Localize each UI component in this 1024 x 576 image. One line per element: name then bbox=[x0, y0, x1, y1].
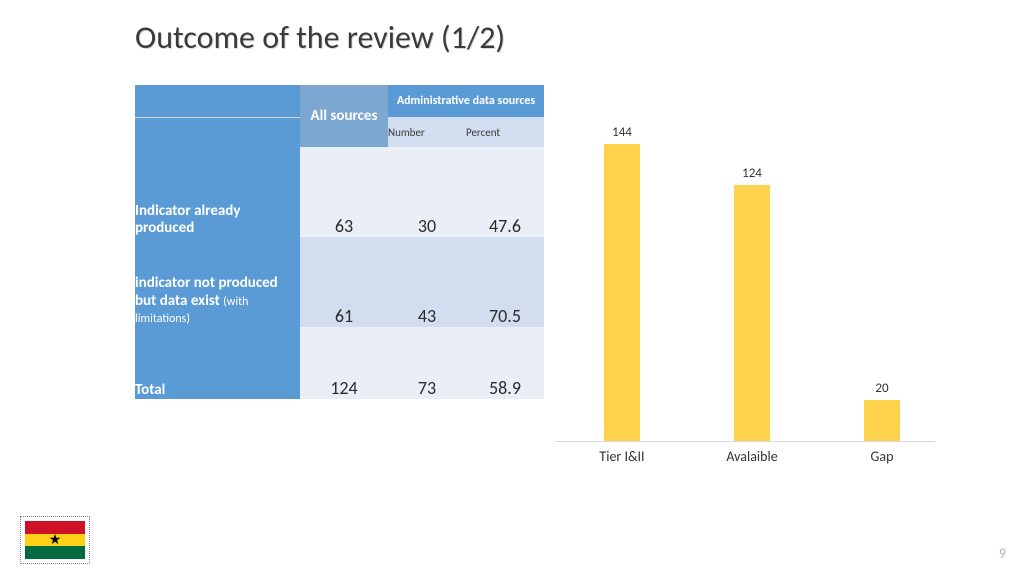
chart-value-label: 20 bbox=[852, 381, 912, 396]
chart-category-label: Avalaible bbox=[692, 448, 812, 465]
cell-num: 73 bbox=[388, 327, 466, 399]
chart-bar bbox=[604, 144, 640, 441]
cell-all: 124 bbox=[300, 327, 388, 399]
cell-num: 43 bbox=[388, 237, 466, 327]
row-label-main: indicator not produced but data exist bbox=[135, 274, 278, 309]
page-number: 9 bbox=[999, 545, 1006, 562]
row-label-main: Total bbox=[135, 381, 165, 399]
review-table: All sources Administrative data sources … bbox=[135, 85, 544, 399]
cell-num: 30 bbox=[388, 147, 466, 237]
hdr-all-sources: All sources bbox=[300, 85, 388, 147]
page-title: Outcome of the review (1/2) bbox=[135, 18, 505, 57]
hdr-blank bbox=[135, 85, 300, 117]
chart-plot-area: 144 124 20 bbox=[555, 112, 935, 442]
cell-pct: 58.9 bbox=[466, 327, 544, 399]
cell-all: 63 bbox=[300, 147, 388, 237]
table-row: indicator not produced but data exist (w… bbox=[135, 237, 544, 327]
chart-value-label: 144 bbox=[592, 125, 652, 140]
table-row: Total 124 73 58.9 bbox=[135, 327, 544, 399]
table-row: Indicator already produced 63 30 47.6 bbox=[135, 147, 544, 237]
cell-all: 61 bbox=[300, 237, 388, 327]
chart-value-label: 124 bbox=[722, 166, 782, 181]
cell-pct: 47.6 bbox=[466, 147, 544, 237]
chart-category-label: Tier I&II bbox=[562, 448, 682, 465]
chart-category-label: Gap bbox=[822, 448, 942, 465]
row-label: Indicator already produced bbox=[135, 147, 300, 237]
row-label: Total bbox=[135, 327, 300, 399]
ghana-flag-icon: ★ bbox=[25, 521, 85, 559]
chart-bar bbox=[864, 400, 900, 441]
flag-decoration: ★ bbox=[20, 516, 90, 564]
hdr-blank2 bbox=[135, 117, 300, 147]
row-label: indicator not produced but data exist (w… bbox=[135, 237, 300, 327]
subhdr-number: Number bbox=[388, 117, 466, 147]
subhdr-percent: Percent bbox=[466, 117, 544, 147]
chart-bar bbox=[734, 185, 770, 441]
cell-pct: 70.5 bbox=[466, 237, 544, 327]
row-label-main: Indicator already produced bbox=[135, 202, 240, 237]
hdr-admin: Administrative data sources bbox=[388, 85, 544, 117]
bar-chart: 14412420 Tier I&IIAvalaibleGap bbox=[555, 112, 935, 470]
